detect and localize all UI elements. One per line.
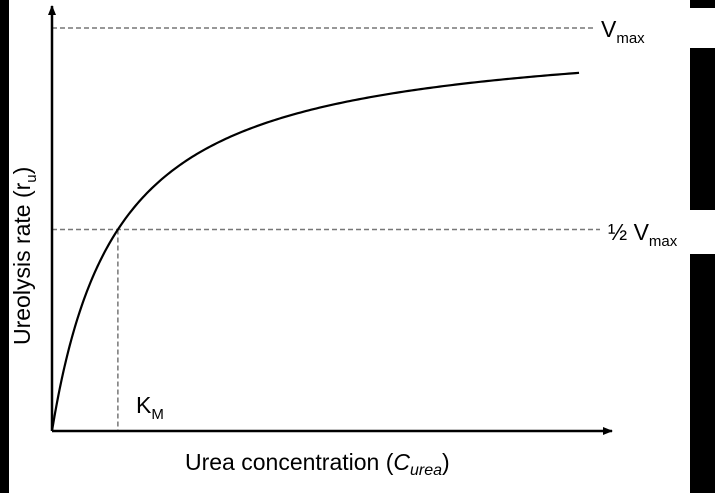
- x-axis-label: Urea concentration (Curea): [185, 449, 450, 479]
- rate-curve: [50, 71, 580, 432]
- y-axis-label: Ureolysis rate (ru): [9, 167, 40, 345]
- side-panel-top: [690, 8, 715, 48]
- vmax-label: Vmax: [601, 16, 645, 47]
- km-label: KM: [136, 392, 164, 423]
- side-panel-low: [690, 210, 715, 254]
- plot-panel: [9, 0, 690, 493]
- half-vmax-label: ½ Vmax: [608, 219, 678, 250]
